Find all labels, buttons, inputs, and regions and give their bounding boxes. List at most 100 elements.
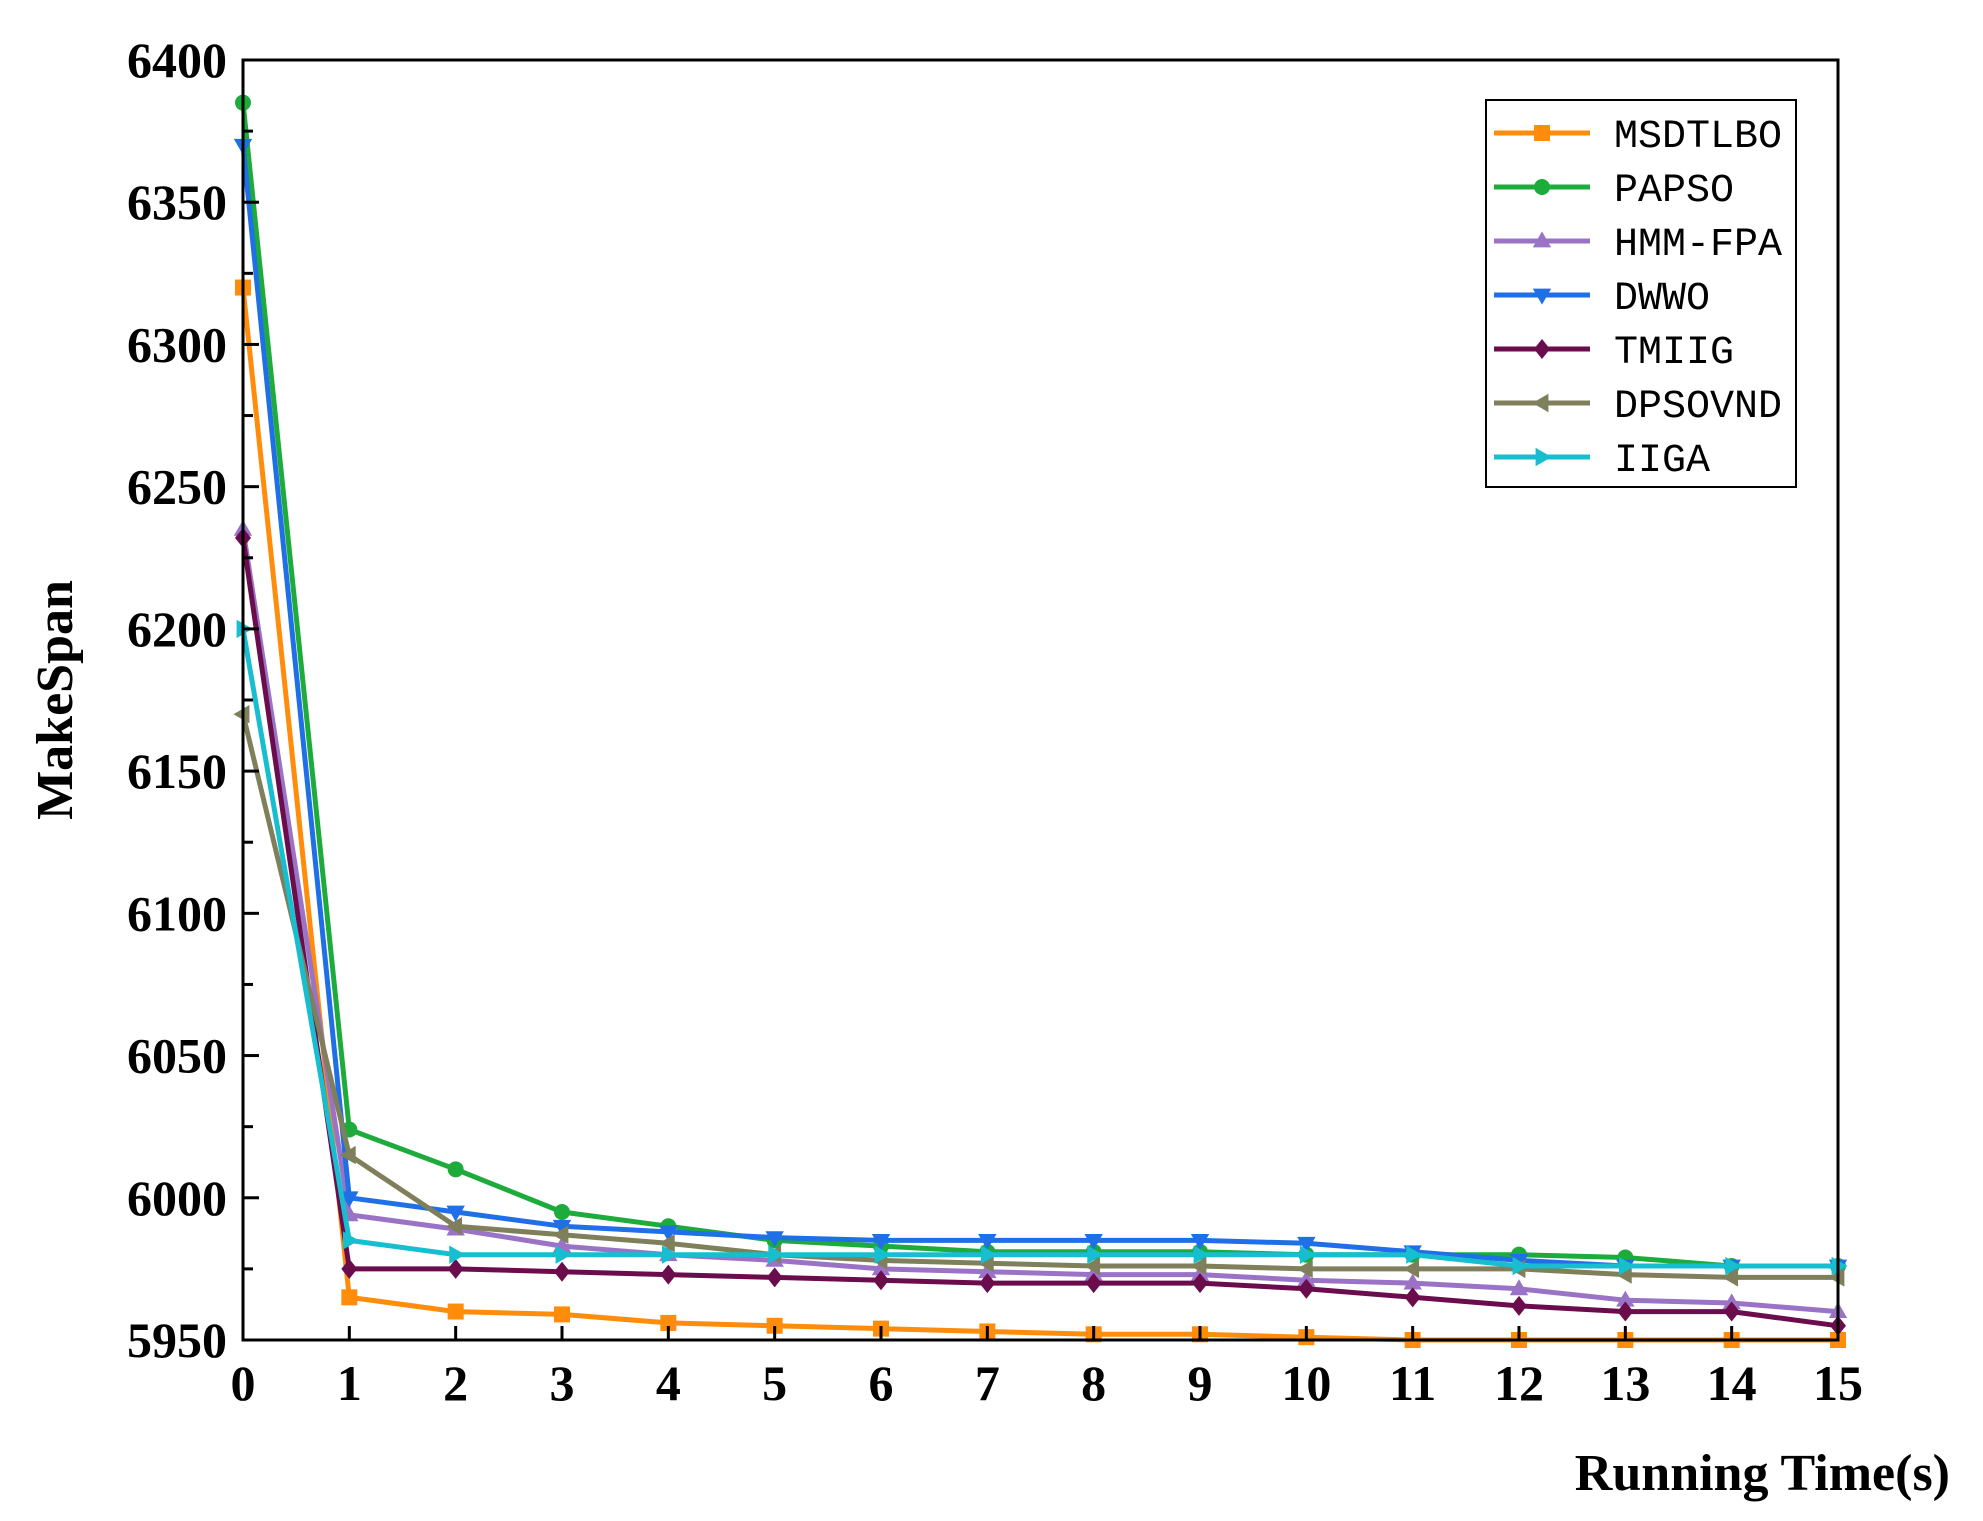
data-point: [447, 1258, 464, 1279]
legend-item: TMIIG: [1494, 331, 1734, 376]
y-axis-label: MakeSpan: [27, 580, 84, 820]
y-tick-label: 6150: [127, 743, 227, 799]
data-point: [1296, 1259, 1313, 1279]
x-tick-label: 5: [762, 1355, 787, 1411]
series-line: [240, 102, 1838, 1269]
data-point: [552, 1225, 569, 1244]
y-tick-label: 5950: [127, 1312, 227, 1368]
legend-item: PAPSO: [1494, 169, 1734, 214]
data-point: [1087, 1245, 1104, 1264]
data-point: [1406, 1245, 1423, 1264]
legend-item: MSDTLBO: [1494, 115, 1782, 160]
x-tick-label: 2: [443, 1355, 468, 1411]
legend-label: IIGA: [1614, 439, 1710, 484]
series-dpsovnd: [233, 705, 1845, 1287]
x-tick-label: 4: [656, 1355, 681, 1411]
data-point: [1831, 1256, 1848, 1276]
data-point: [978, 1262, 997, 1279]
data-point: [766, 1317, 783, 1334]
data-point: [874, 1245, 891, 1264]
data-point: [554, 1204, 570, 1220]
x-tick-label: 9: [1188, 1355, 1213, 1411]
data-point: [660, 1264, 677, 1285]
data-point: [1722, 1268, 1739, 1287]
data-point: [661, 1245, 678, 1264]
data-point: [340, 1191, 359, 1208]
data-point: [1617, 1301, 1634, 1322]
y-tick-label: 6100: [127, 885, 227, 941]
series-line: [240, 628, 1838, 1269]
x-tick-label: 3: [550, 1355, 575, 1411]
data-point: [447, 1303, 464, 1320]
y-tick-label: 6350: [127, 174, 227, 230]
legend-label: DWWO: [1614, 277, 1710, 322]
x-tick-label: 8: [1081, 1355, 1106, 1411]
data-point: [555, 1245, 572, 1264]
data-point: [1725, 1256, 1742, 1276]
legend-item: DWWO: [1494, 277, 1710, 322]
x-tick-label: 11: [1389, 1355, 1436, 1411]
legend-item: IIGA: [1494, 439, 1710, 484]
legend: MSDTLBO PAPSO HMM-FPA DWWO TMIIG DPSOVND IIGA: [1485, 99, 1797, 488]
data-point: [446, 1217, 463, 1236]
data-point: [980, 1245, 997, 1264]
data-point: [1085, 1273, 1102, 1294]
data-point: [1511, 1295, 1527, 1316]
data-point: [768, 1245, 785, 1264]
data-point: [978, 1234, 997, 1251]
data-point: [1084, 1256, 1101, 1276]
data-point: [871, 1259, 891, 1276]
data-point: [1299, 1245, 1316, 1264]
data-point: [1535, 447, 1552, 467]
x-axis-label: Running Time(s): [1575, 1445, 1950, 1502]
y-tick-label: 6000: [127, 1170, 227, 1226]
y-tick-label: 6300: [127, 316, 227, 372]
axis-ticks: 0 1 2 3 4 5 6 7 8 9 10 11 12 13 14 15595060006050610061…: [127, 32, 1863, 1411]
data-point: [1190, 1256, 1207, 1276]
x-tick-label: 7: [975, 1355, 1000, 1411]
data-point: [233, 705, 250, 724]
legend-label: PAPSO: [1614, 169, 1734, 214]
data-point: [1534, 125, 1550, 141]
data-point: [1298, 1278, 1315, 1299]
data-point: [341, 1258, 358, 1279]
data-point: [1403, 1259, 1420, 1279]
data-point: [341, 1289, 358, 1306]
legend-item: HMM-FPA: [1494, 223, 1782, 268]
series-line: [240, 537, 1839, 1329]
data-point: [1297, 1236, 1316, 1253]
series-line: [240, 713, 1838, 1280]
y-tick-label: 6250: [127, 459, 227, 515]
data-point: [1084, 1264, 1103, 1281]
series-iiga: [236, 619, 1848, 1276]
data-point: [449, 1245, 466, 1264]
data-point: [1084, 1234, 1103, 1251]
data-point: [447, 1161, 464, 1178]
data-point: [1618, 1256, 1635, 1276]
x-tick-label: 0: [231, 1355, 256, 1411]
data-point: [554, 1261, 570, 1282]
x-tick-label: 12: [1494, 1355, 1544, 1411]
data-point: [342, 1231, 359, 1250]
series-tmiig: [235, 527, 1846, 1336]
data-point: [1532, 231, 1552, 248]
x-tick-label: 10: [1281, 1355, 1331, 1411]
data-point: [660, 1314, 677, 1331]
data-point: [1403, 1273, 1422, 1290]
data-point: [1532, 288, 1552, 305]
x-tick-label: 14: [1707, 1355, 1757, 1411]
data-point: [979, 1273, 996, 1294]
data-point: [766, 1267, 783, 1288]
data-point: [1722, 1293, 1741, 1310]
x-tick-label: 6: [869, 1355, 894, 1411]
data-point: [1534, 339, 1550, 359]
data-point: [552, 1219, 572, 1236]
data-point: [1509, 1279, 1529, 1296]
data-point: [1190, 1264, 1210, 1281]
series-line: [240, 528, 1839, 1315]
data-point: [873, 1270, 889, 1291]
data-point: [765, 1231, 784, 1248]
legend-label: TMIIG: [1614, 331, 1734, 376]
series-hmm-fpa: [233, 519, 1848, 1318]
